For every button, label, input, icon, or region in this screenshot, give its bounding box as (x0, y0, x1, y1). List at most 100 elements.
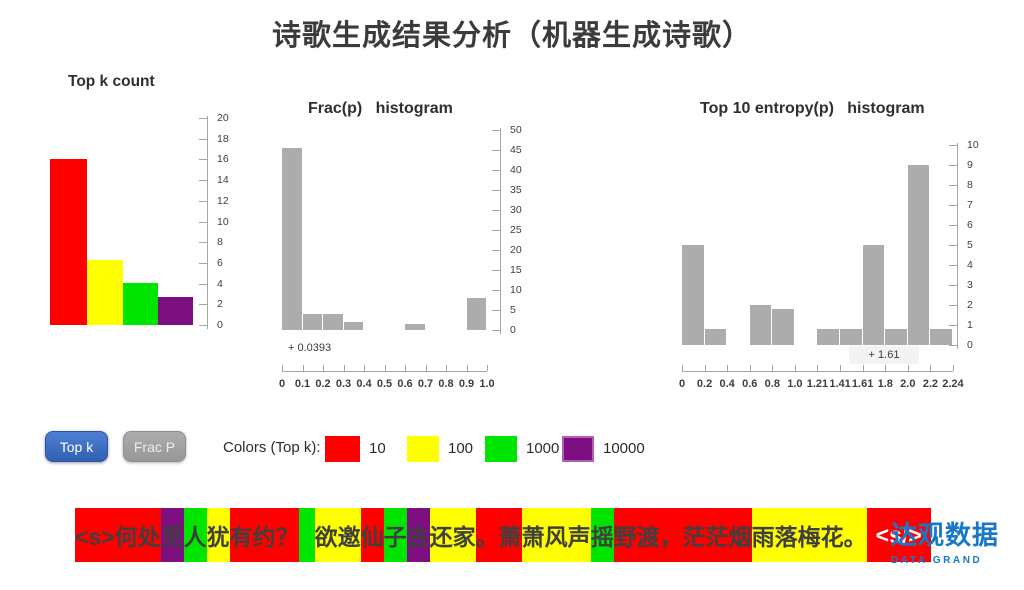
y-tick (492, 150, 500, 151)
x-tick-label: 2.2 (922, 378, 939, 390)
token-segment: 还家 (429, 508, 476, 562)
page-title: 诗歌生成结果分析（机器生成诗歌） (271, 20, 752, 52)
y-tick-label: 5 (967, 239, 973, 251)
y-tick (199, 180, 207, 182)
y-tick (199, 325, 207, 326)
y-tick-label: 30 (510, 204, 522, 216)
bar-0.2-0.3 (323, 314, 343, 330)
legend-swatch-1000 (485, 436, 517, 462)
y-tick-label: 35 (510, 184, 522, 196)
y-tick-label: 1 (967, 319, 973, 331)
x-tick-label: 0.6 (742, 378, 758, 390)
x-tick-label: 1.41 (829, 378, 851, 390)
y-tick (492, 190, 500, 191)
token-segment: 野渡，茫茫烟 (613, 508, 752, 562)
x-tick-label: 0 (278, 378, 286, 390)
y-tick-label: 2 (217, 298, 223, 311)
x-tick-label: 1.0 (479, 378, 495, 390)
x-tick-label: 0.9 (458, 378, 475, 390)
y-tick-label: 20 (217, 112, 229, 124)
x-tick-label: 0.1 (294, 378, 311, 390)
legend-item-label: 100 (448, 440, 474, 457)
token-segment: 觅 (160, 508, 184, 562)
y-tick-label: 12 (217, 194, 229, 207)
y-tick (949, 185, 957, 186)
x-tick (907, 365, 909, 371)
token-segment: 子 (383, 508, 407, 562)
token-bar: <s>何处觅人犹有约？ 欲邀仙子去还家 。萧 萧风声摇野渡，茫茫烟 雨落梅花。 <s/> (75, 508, 931, 562)
x-tick-label: 1.8 (877, 378, 893, 390)
x-tick (817, 365, 819, 371)
x-tick (364, 365, 365, 371)
bar-2.0-2.2 (907, 165, 930, 345)
x-tick-label: 0.8 (438, 378, 454, 390)
bar-100 (87, 259, 123, 325)
fracp-button[interactable]: Frac P (123, 431, 186, 462)
x-tick-label: 0.2 (315, 378, 331, 390)
y-tick (949, 225, 957, 226)
y-tick (492, 290, 500, 291)
x-tick (405, 365, 406, 371)
legend-item-label: 10 (369, 440, 386, 457)
x-tick-label: 0.3 (335, 378, 352, 390)
bar-0.1-0.2 (302, 314, 322, 330)
y-tick (199, 138, 207, 140)
x-tick (384, 365, 386, 371)
x-tick-label: 0.8 (764, 378, 780, 390)
x-tick (952, 365, 954, 371)
y-tick-label: 45 (510, 144, 522, 156)
y-tick (199, 262, 207, 264)
x-tick-label: 2.0 (900, 378, 916, 390)
y-tick (949, 285, 957, 286)
y-tick-label: 0 (510, 324, 516, 336)
annotation: + 1.61 (849, 346, 919, 364)
topk-button[interactable]: Top k (45, 431, 108, 462)
x-tick-label: 1.61 (851, 378, 874, 390)
token-segment: 摇 (590, 508, 614, 562)
y-tick (199, 304, 207, 306)
y-tick (492, 210, 500, 211)
x-tick (682, 365, 683, 371)
x-tick-label: 0.7 (417, 378, 434, 390)
bar-1.21-1.41 (817, 329, 840, 345)
y-tick (492, 330, 500, 331)
x-tick (772, 365, 774, 371)
x-scale-line (282, 371, 487, 372)
bar-1.41-1.61 (840, 329, 862, 345)
y-axis-line (500, 128, 501, 334)
x-tick (487, 365, 488, 371)
y-tick-label: 2 (967, 299, 973, 311)
x-tick-label: 2.24 (942, 378, 964, 390)
legend-swatch-100 (407, 436, 439, 462)
token-segment: 萧风声 (521, 508, 591, 562)
y-tick-label: 15 (510, 264, 522, 276)
bar-0.8-1.0 (772, 309, 794, 345)
legend-swatch-10 (325, 436, 360, 462)
y-tick (949, 165, 957, 166)
x-tick (862, 365, 864, 371)
x-tick-label: 0.4 (719, 378, 735, 390)
x-tick (343, 365, 345, 371)
bar-0.6-0.8 (749, 305, 772, 345)
y-tick (199, 200, 207, 202)
y-tick (949, 345, 957, 346)
legend-label: Colors (Top k): (223, 439, 321, 456)
token-segment: 有约？ (229, 508, 299, 562)
x-tick (446, 365, 447, 371)
topk-chart-title: Top k count (68, 73, 155, 90)
y-tick-label: 20 (510, 244, 522, 256)
x-tick (282, 365, 283, 371)
token-segment (298, 508, 315, 562)
y-tick-label: 6 (217, 256, 223, 269)
bar-10000 (158, 297, 193, 325)
x-tick-label: 1.0 (787, 378, 803, 390)
x-tick-label: 1.21 (806, 378, 829, 390)
token-segment: 仙 (360, 508, 384, 562)
y-tick-label: 0 (217, 319, 223, 331)
bar-0.9-1.0 (466, 298, 486, 330)
x-tick-label: 0.2 (696, 378, 713, 390)
token-segment: <s/> (866, 508, 931, 562)
y-tick-label: 16 (217, 153, 229, 166)
entropy-chart-title: Top 10 entropy(p) histogram (700, 100, 925, 117)
y-tick (199, 118, 207, 119)
